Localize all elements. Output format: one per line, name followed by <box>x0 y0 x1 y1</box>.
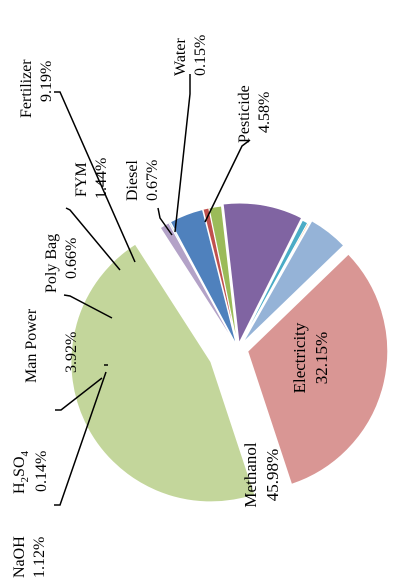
label-naoh-value: 1.12% <box>31 537 48 578</box>
label-fym: FYM <box>73 162 90 197</box>
leader-line <box>65 207 121 271</box>
label-water: Water 0.15% <box>172 35 209 76</box>
label-water-value: 0.15% <box>192 35 209 76</box>
label-fertilizer-value: 9.19% <box>38 61 55 102</box>
label-methanol-value: 45.98% <box>263 449 282 501</box>
label-polybag-value: 0.66% <box>63 238 80 279</box>
label-electricity-name: Electricity <box>290 322 309 393</box>
pie-slice-h2so4 <box>168 221 237 346</box>
label-pesticide: Pesticide 4.58% <box>236 85 273 143</box>
label-fym-name: FYM <box>73 162 90 197</box>
pie-slice-water <box>239 222 310 346</box>
label-pesticide-name: Pesticide <box>236 85 253 143</box>
leader-lines <box>54 74 251 506</box>
label-methanol: Methanol 45.98% <box>241 442 282 507</box>
label-electricity-value: 32.15% <box>312 332 331 384</box>
label-h2so4: H2SO4 0.14% <box>11 450 50 494</box>
label-polybag-name: Poly Bag <box>43 234 60 293</box>
leader-line <box>54 371 107 506</box>
pie-slices <box>70 202 389 503</box>
leader-line <box>157 207 173 236</box>
leader-line <box>63 294 113 319</box>
label-fertilizer: Fertilizer 9.19% <box>18 59 55 118</box>
label-h2so4-name: H2SO4 <box>11 450 31 494</box>
label-naoh: NaOH 1.12% <box>11 536 48 578</box>
label-manpower: Man Power 3.92% <box>23 308 80 383</box>
label-fertilizer-name: Fertilizer <box>18 59 35 118</box>
label-pesticide-value: 4.58% <box>256 92 273 133</box>
pie-slice-man-power <box>169 208 238 346</box>
leader-line <box>204 139 251 223</box>
pie-slice-fym <box>208 205 238 346</box>
label-manpower-name: Man Power <box>23 308 40 383</box>
leader-line <box>174 74 191 233</box>
label-diesel-name: Diesel <box>124 160 141 201</box>
pie-slice-pesticide <box>242 220 345 344</box>
pie-slice-methanol <box>70 243 256 503</box>
label-polybag: Poly Bag 0.66% <box>43 234 80 293</box>
label-water-name: Water <box>172 38 189 76</box>
label-methanol-name: Methanol <box>241 442 260 507</box>
label-diesel: Diesel 0.67% <box>124 160 161 201</box>
pie-slice-electricity <box>247 253 389 485</box>
leader-line <box>54 91 136 263</box>
label-diesel-value: 0.67% <box>144 160 161 201</box>
pie-slice-fertilizer <box>222 202 303 345</box>
label-naoh-name: NaOH <box>11 536 28 578</box>
label-fym-value: 1.44% <box>93 158 110 199</box>
label-electricity: Electricity 32.15% <box>290 322 331 393</box>
label-h2so4-value: 0.14% <box>33 451 50 492</box>
leader-line <box>55 377 103 411</box>
label-fym-value-group: 1.44% <box>93 158 110 199</box>
label-manpower-value: 3.92% <box>63 332 80 373</box>
